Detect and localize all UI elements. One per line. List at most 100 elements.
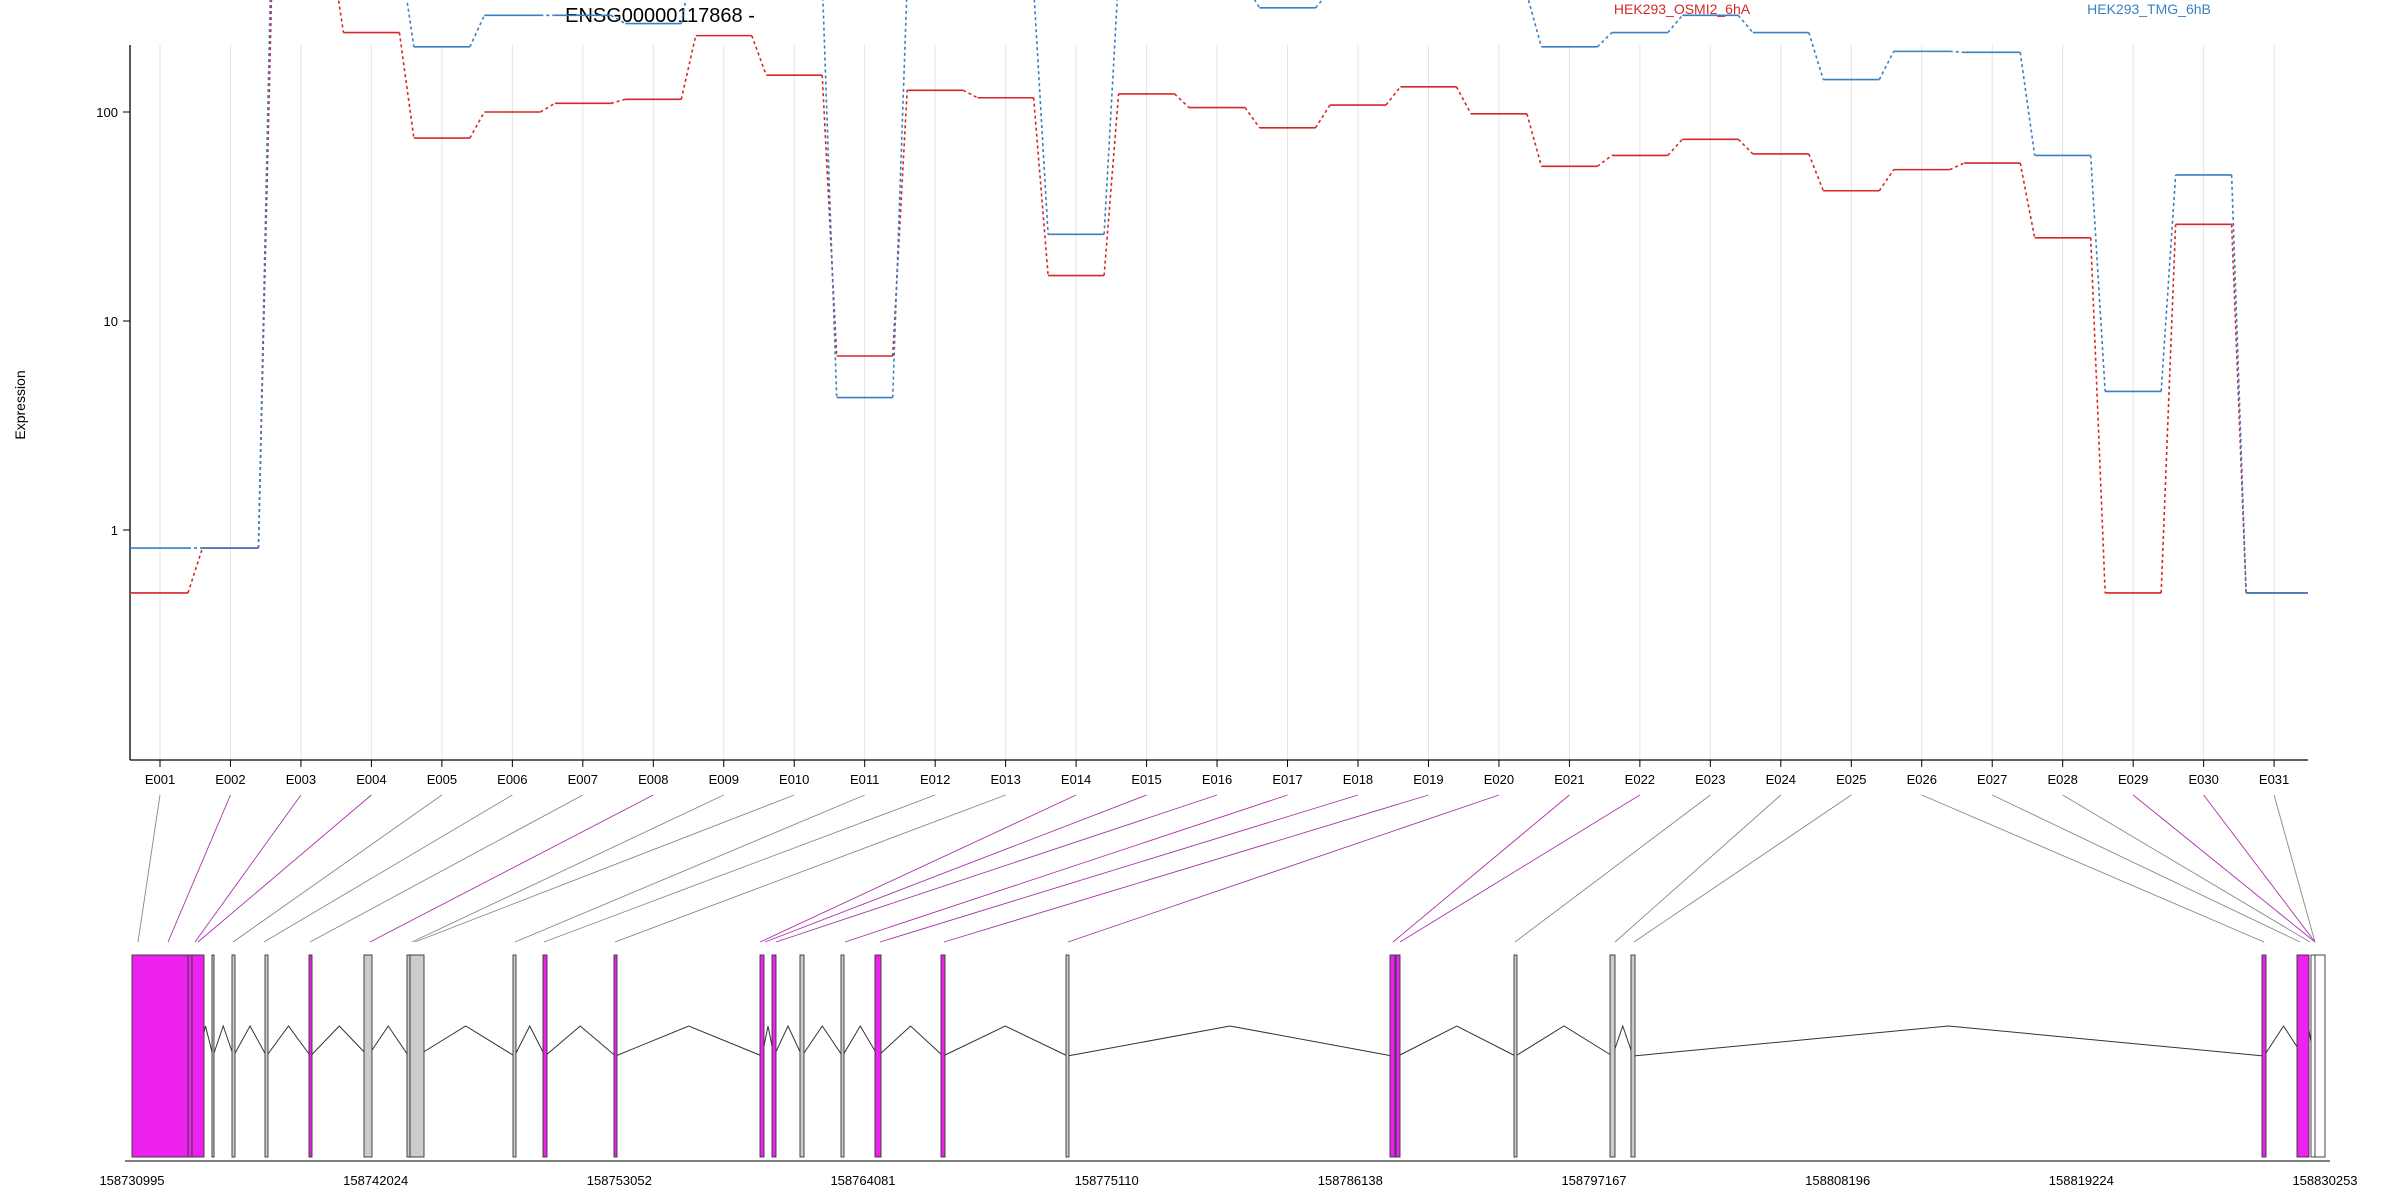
transition-line — [1808, 32, 1825, 80]
exon-box — [2296, 954, 2310, 1158]
transition-line — [610, 98, 626, 105]
coordinate-label: 158764081 — [830, 1173, 895, 1188]
exon-box — [874, 954, 882, 1158]
connector-E013 — [614, 794, 1006, 943]
exon-box — [799, 954, 805, 1158]
intron-line — [877, 1025, 944, 1057]
series-2 — [130, 0, 2308, 594]
coordinate-label: 158730995 — [99, 1173, 164, 1188]
connector-E009 — [411, 794, 724, 943]
intron-line — [233, 1024, 267, 1057]
intron-line — [514, 1024, 546, 1057]
transition-line — [891, 0, 908, 398]
connector-E012 — [543, 794, 936, 943]
gene-model-track — [131, 954, 2326, 1158]
transition-line — [1949, 50, 1965, 54]
intron-line — [942, 1025, 1068, 1057]
connector-E020 — [1067, 794, 1500, 943]
connector-E002 — [167, 794, 231, 943]
intron-line — [2263, 1025, 2304, 1057]
x-tick-label: E018 — [1343, 772, 1373, 787]
coordinate-label: 158808196 — [1805, 1173, 1870, 1188]
y-tick-label: 1 — [111, 523, 118, 538]
transition-line — [1667, 138, 1683, 156]
exon-box — [1513, 954, 1518, 1158]
intron-line — [416, 1025, 515, 1057]
coordinate-label: 158819224 — [2049, 1173, 2114, 1188]
x-tick-label: E002 — [215, 772, 245, 787]
exon-box — [409, 954, 425, 1158]
exon-connectors — [137, 794, 2316, 943]
transition-line — [1253, 0, 1261, 9]
exon-box — [1630, 954, 1636, 1158]
x-tick-label: E023 — [1695, 772, 1725, 787]
connector-E029 — [2132, 794, 2316, 943]
connector-E025 — [1633, 794, 1852, 943]
series-lines — [130, 0, 2308, 594]
x-tick-label: E013 — [990, 772, 1020, 787]
intron-line — [1632, 1025, 2265, 1057]
genomic-coordinate-axis: 158730995 158742024 158753052 158764081 1587… — [99, 1160, 2358, 1188]
transition-line — [1314, 104, 1331, 129]
exon-box — [264, 954, 269, 1158]
transition-line — [1596, 154, 1613, 167]
x-tick-label: E003 — [286, 772, 316, 787]
exon-box — [308, 954, 313, 1158]
connector-E004 — [197, 794, 372, 943]
transition-line — [680, 0, 687, 24]
connector-E003 — [194, 794, 302, 943]
x-tick-label: E019 — [1413, 772, 1443, 787]
transition-line — [469, 111, 486, 139]
x-tick-label: E020 — [1484, 772, 1514, 787]
intron-line — [1612, 1024, 1634, 1057]
connector-E015 — [764, 794, 1147, 943]
connector-E026 — [1921, 794, 2265, 943]
x-tick-label: E021 — [1554, 772, 1584, 787]
transition-line — [1737, 138, 1754, 155]
transition-line — [539, 102, 556, 113]
coordinate-label: 158753052 — [587, 1173, 652, 1188]
x-tick-label: E026 — [1907, 772, 1937, 787]
exon-box — [613, 954, 618, 1158]
exon-box — [131, 954, 189, 1158]
connector-E027 — [1992, 794, 2301, 943]
intron-line — [1067, 1025, 1393, 1057]
transition-line — [2019, 162, 2036, 238]
x-tick-label: E014 — [1061, 772, 1091, 787]
chart-title: ENSG00000117868 - — [565, 5, 755, 27]
x-tick-label: E029 — [2118, 772, 2148, 787]
x-tick-label: E027 — [1977, 772, 2007, 787]
x-tick-label: E028 — [2048, 772, 2078, 787]
exon-box — [759, 954, 765, 1158]
connector-E016 — [775, 794, 1218, 943]
exon-box — [1065, 954, 1070, 1158]
exon-box — [1395, 954, 1401, 1158]
connector-E031 — [2273, 794, 2316, 943]
transition-line — [610, 14, 626, 25]
transition-line — [1455, 86, 1472, 115]
connector-E014 — [759, 794, 1077, 943]
intron-line — [1515, 1025, 1613, 1057]
transition-line — [1385, 86, 1402, 106]
transition-line — [962, 89, 979, 99]
intron-line — [310, 1025, 369, 1057]
transition-line — [1878, 51, 1895, 80]
exon-box — [542, 954, 548, 1158]
transition-line — [406, 0, 415, 47]
connector-E018 — [879, 794, 1359, 943]
transition-line — [1244, 107, 1261, 129]
transition-line — [2160, 224, 2177, 593]
x-tick-label: E007 — [568, 772, 598, 787]
transition-line — [1808, 153, 1825, 192]
connector-E021 — [1392, 794, 1570, 943]
x-tick-label: E012 — [920, 772, 950, 787]
x-tick-label: E001 — [145, 772, 175, 787]
transition-line — [1174, 93, 1190, 109]
series-1 — [130, 0, 2308, 594]
exon-box — [771, 954, 777, 1158]
transition-line — [2089, 155, 2106, 392]
x-tick-label: E008 — [638, 772, 668, 787]
transition-line — [1103, 93, 1120, 276]
intron-line — [266, 1025, 311, 1057]
